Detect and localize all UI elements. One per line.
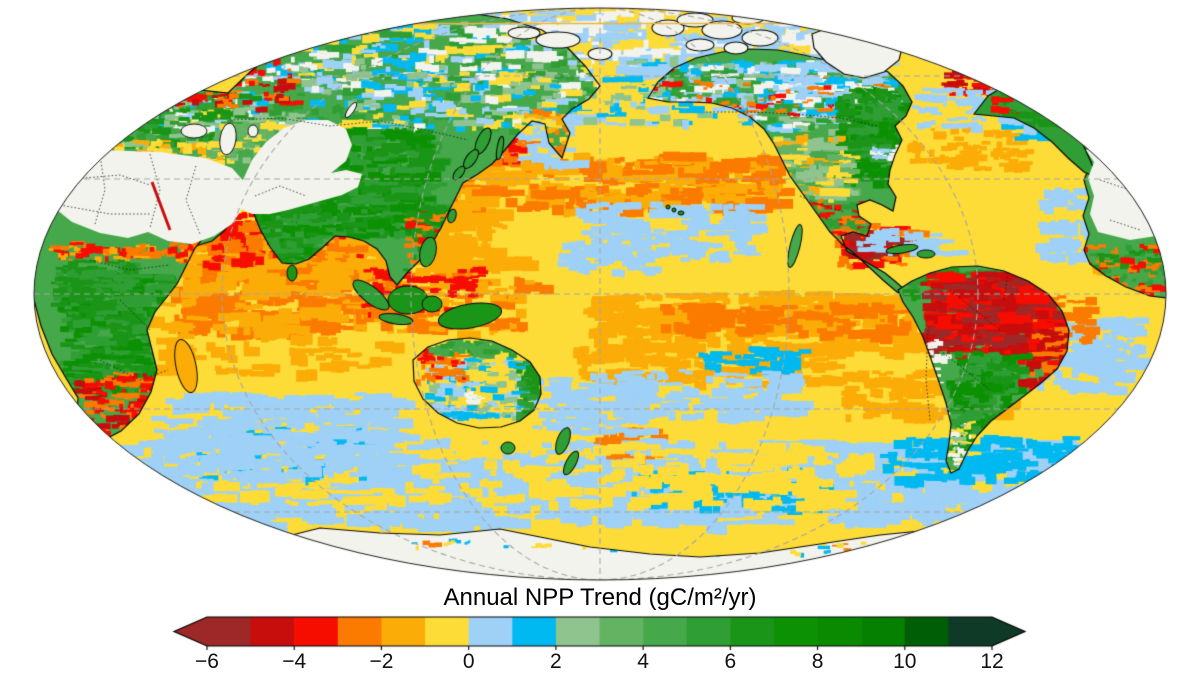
colorbar-tick-label: −4 [282, 650, 307, 673]
colorbar-tick-label: 0 [462, 650, 475, 673]
colorbar-tick-label: 6 [724, 650, 737, 673]
colorbar-tick-label: 2 [550, 650, 562, 673]
colorbar-tick-label: 12 [980, 650, 1004, 673]
colorbar-title: Annual NPP Trend (gC/m²/yr) [443, 584, 757, 611]
colorbar-tick-label: −6 [195, 650, 219, 673]
colorbar-tick-label: 4 [637, 650, 649, 673]
colorbar-tick-label: 8 [811, 650, 824, 673]
colorbar-tick-label: 10 [893, 650, 917, 673]
colorbar-tick-label: −2 [369, 650, 394, 673]
